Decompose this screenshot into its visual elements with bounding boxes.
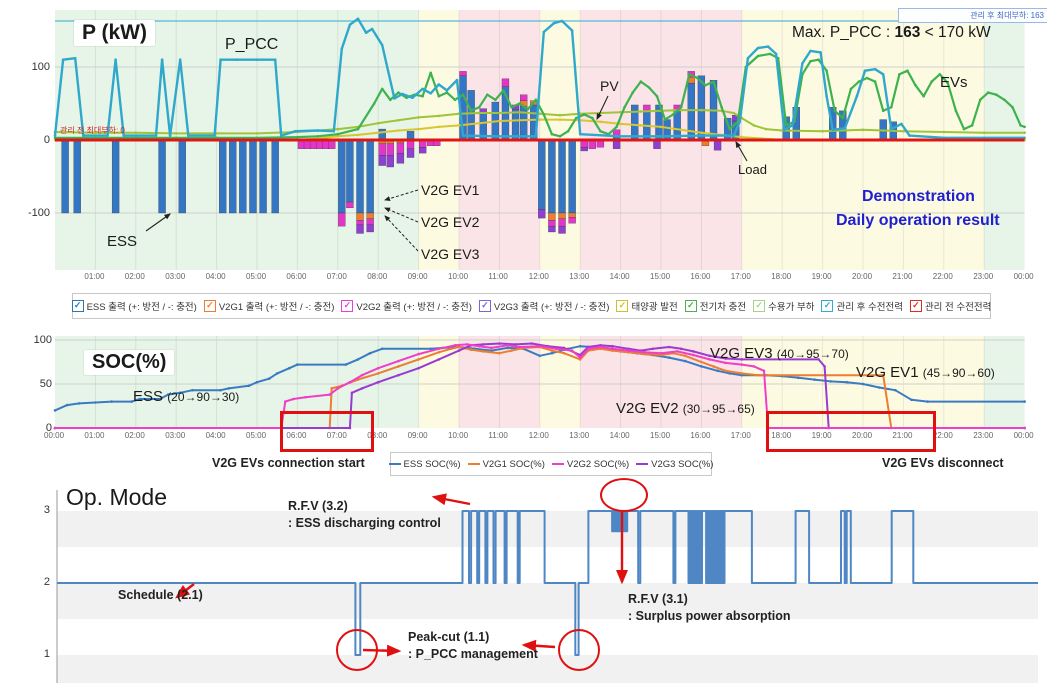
legend-label: V2G1 SOC(%) [482, 458, 545, 470]
soc-legend-item-1: V2G1 SOC(%) [467, 458, 545, 470]
power-legend-item-7[interactable]: ✓ 관리 후 수전전력 [821, 299, 903, 313]
legend-label: 관리 후 수전전력 [836, 302, 903, 313]
soc-legend-item-3: V2G3 SOC(%) [636, 459, 713, 470]
power-legend-item-8[interactable]: ✓ 관리 전 수전전력 [909, 299, 992, 313]
legend-label: ESS SOC(%) [403, 458, 461, 470]
legend-checkbox-icon[interactable]: ✓ [341, 300, 354, 312]
rfv31-circle [600, 478, 648, 512]
legend-line-swatch [551, 462, 564, 466]
legend-checkbox-icon[interactable]: ✓ [753, 300, 766, 312]
legend-label: ESS 출력 (+: 방전 / -: 충전) [86, 302, 197, 313]
power-legend-item-2[interactable]: ✓ V2G2 출력 (+: 방전 / -: 충전) [341, 299, 472, 313]
power-legend-item-6[interactable]: ✓ 수용가 부하 [753, 299, 814, 313]
legend-label: V2G2 출력 (+: 방전 / -: 충전) [356, 302, 472, 313]
peakcut-circle-1 [336, 629, 378, 671]
power-legend-item-4[interactable]: ✓ 태양광 발전 [616, 299, 678, 313]
soc-legend-item-2: V2G2 SOC(%) [551, 458, 630, 470]
legend-label: 관리 전 수전전력 [924, 302, 992, 313]
power-legend-item-0[interactable]: ✓ ESS 출력 (+: 방전 / -: 충전) [71, 299, 197, 313]
disconnect-highlight-rect [766, 411, 936, 452]
peakcut-circle-2 [558, 629, 600, 671]
legend-label: V2G3 출력 (+: 방전 / -: 충전) [493, 302, 610, 313]
legend-label: V2G2 SOC(%) [566, 458, 630, 470]
legend-label: V2G1 출력 (+: 방전 / -: 충전) [218, 302, 335, 313]
legend-checkbox-icon[interactable]: ✓ [478, 300, 491, 312]
legend-checkbox-icon[interactable]: ✓ [909, 300, 922, 312]
legend-label: V2G3 SOC(%) [651, 458, 714, 470]
legend-label: 태양광 발전 [631, 302, 678, 313]
legend-checkbox-icon[interactable]: ✓ [684, 300, 697, 312]
legend-line-swatch [636, 462, 649, 466]
power-legend-item-1[interactable]: ✓ V2G1 출력 (+: 방전 / -: 충전) [203, 299, 335, 313]
legend-checkbox-icon[interactable]: ✓ [821, 300, 834, 312]
connection-highlight-rect [280, 411, 374, 452]
power-legend-item-5[interactable]: ✓ 전기차 충전 [684, 299, 747, 313]
power-legend-item-3[interactable]: ✓ V2G3 출력 (+: 방전 / -: 충전) [478, 299, 610, 313]
legend-checkbox-icon[interactable]: ✓ [71, 300, 84, 312]
legend-checkbox-icon[interactable]: ✓ [203, 300, 216, 312]
legend-label: 전기차 충전 [699, 302, 747, 313]
legend-label: 수용가 부하 [768, 302, 815, 313]
legend-checkbox-icon[interactable]: ✓ [616, 300, 629, 312]
legend-line-swatch [467, 462, 480, 466]
power-legend: ✓ ESS 출력 (+: 방전 / -: 충전) ✓ V2G1 출력 (+: 방전 /… [71, 293, 992, 319]
legend-line-swatch [388, 462, 401, 466]
soc-legend: ESS SOC(%) V2G1 SOC(%) V2G2 SOC(%) V2G3 SOC… [388, 452, 713, 476]
soc-legend-item-0: ESS SOC(%) [388, 458, 461, 470]
